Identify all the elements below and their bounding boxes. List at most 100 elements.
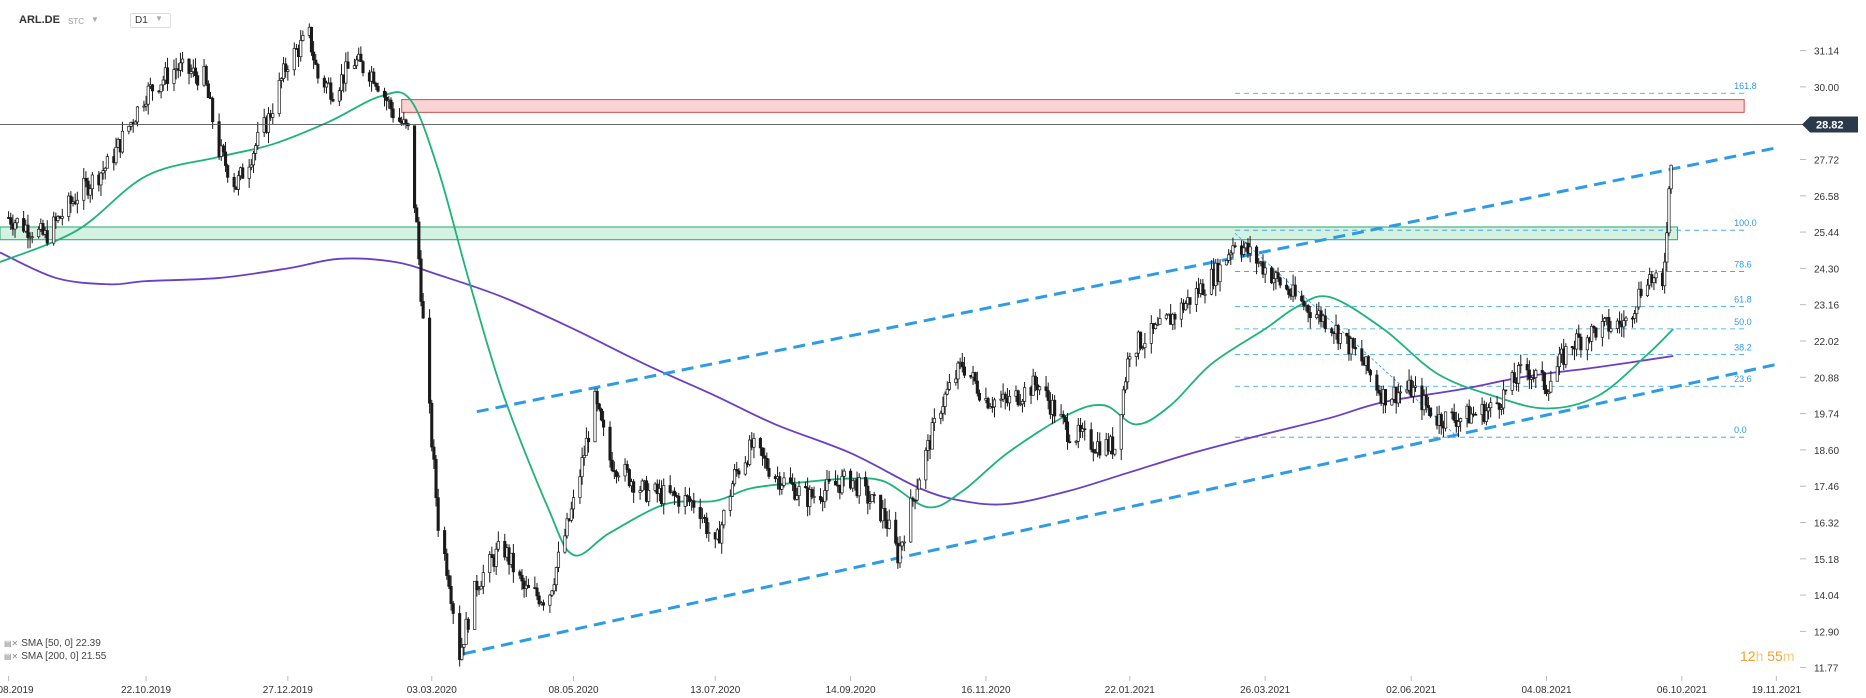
candle (1426, 396, 1430, 417)
settings-close-icon[interactable]: ▤✕ (4, 639, 19, 648)
candle-body (1218, 264, 1222, 283)
candle (1637, 281, 1641, 310)
candle (1652, 276, 1656, 291)
indicator-sma50[interactable]: ▤✕ SMA [50, 0] 22.39 (4, 638, 101, 649)
chevron-down-icon[interactable]: ▼ (155, 14, 163, 23)
candle (90, 172, 94, 200)
candle-body (672, 490, 677, 496)
candle (582, 445, 586, 466)
candle-body (763, 455, 767, 459)
candle-body (221, 145, 225, 153)
candle-body (1242, 247, 1246, 255)
candle (1016, 389, 1020, 407)
candle (586, 431, 591, 453)
candle (1143, 332, 1147, 359)
channel-trend-line (463, 362, 1779, 656)
candle-body (627, 469, 631, 487)
candle (1338, 332, 1342, 350)
candle (1504, 389, 1508, 395)
candle-body (451, 603, 455, 614)
candle-body (355, 59, 359, 66)
candle (748, 435, 752, 467)
candle (930, 417, 934, 450)
candle-body (788, 477, 793, 483)
sma200-line (0, 251, 1674, 506)
candle-body (992, 399, 997, 408)
candle-body (1486, 407, 1491, 412)
candle (909, 489, 913, 543)
candle (915, 478, 919, 502)
candle-body (737, 470, 741, 475)
candle (808, 485, 812, 516)
candle (1654, 269, 1658, 284)
candle (917, 477, 921, 490)
y-tick-label: 31.14 (1814, 47, 1839, 58)
candle-body (1143, 343, 1147, 348)
candle (473, 580, 477, 630)
chevron-down-icon[interactable]: ▼ (91, 15, 99, 24)
candle (1119, 414, 1123, 461)
candle-body (256, 132, 260, 146)
candle (687, 487, 692, 507)
candle (1089, 422, 1093, 453)
candle (554, 566, 558, 592)
candle-body (1512, 372, 1516, 383)
candle-body (614, 471, 619, 477)
candle-body (458, 613, 462, 660)
candle (254, 143, 258, 161)
candle (1111, 427, 1115, 459)
candle (204, 64, 208, 87)
candle (1639, 281, 1643, 299)
timeframe-select[interactable]: D1 (130, 13, 171, 28)
candle-body (352, 65, 356, 69)
candle-body (638, 490, 642, 493)
x-tick-label: 08.05.2020 (548, 685, 598, 696)
settings-close-icon[interactable]: ▤✕ (4, 652, 19, 661)
candle-body (1547, 391, 1551, 395)
candle (902, 535, 906, 552)
candle-body (1534, 370, 1538, 379)
fib-level-label: 78.6 (1734, 260, 1752, 270)
candle-body (1203, 293, 1207, 296)
candle (1532, 369, 1536, 383)
candle (284, 57, 288, 78)
candle (803, 481, 808, 489)
candle (316, 62, 320, 84)
candle (75, 191, 79, 214)
candle (488, 551, 492, 583)
candle-body (1609, 328, 1613, 332)
candle (458, 605, 462, 667)
candle-body (279, 78, 283, 81)
candle-body (584, 437, 588, 456)
candle-body (236, 175, 240, 190)
candle-body (803, 486, 808, 489)
candle (84, 171, 88, 188)
fib-level-label: 23.6 (1734, 374, 1752, 384)
symbol-label[interactable]: ARL.DE (19, 14, 60, 26)
candle-body (902, 541, 906, 544)
candle (1645, 278, 1650, 298)
candle-body (1007, 395, 1012, 404)
indicator-sma200[interactable]: ▤✕ SMA [200, 0] 21.55 (4, 651, 106, 662)
candle (324, 80, 329, 94)
candle (939, 410, 943, 425)
candle-body (1038, 386, 1042, 391)
candle (1007, 390, 1012, 411)
candle-body (913, 499, 917, 502)
candle (1486, 403, 1491, 420)
indicator-sma50-label: SMA [50, 0] 22.39 (21, 638, 101, 649)
candle-body (1499, 407, 1503, 410)
candle (277, 72, 281, 117)
candle (1577, 324, 1581, 339)
y-tick-label: 27.72 (1814, 155, 1839, 166)
candle-body (683, 495, 687, 507)
candle-body (391, 108, 395, 119)
candle (344, 52, 348, 92)
candle-body (1076, 424, 1080, 442)
candle (445, 548, 449, 580)
candle-body (1577, 333, 1581, 338)
candle-body (1061, 414, 1065, 418)
candle-body (13, 222, 17, 230)
candle-body (1229, 252, 1233, 256)
